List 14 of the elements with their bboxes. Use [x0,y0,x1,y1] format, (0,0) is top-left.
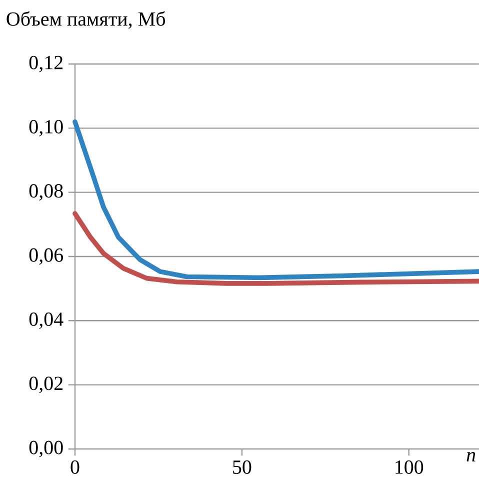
y-tick-label: 0,02 [29,376,63,394]
y-tick-label: 0,08 [29,184,63,201]
y-tick-label: 0,12 [29,56,63,72]
x-tick-label: 50 [233,460,252,474]
x-axis-title: n [466,452,476,462]
x-tick-label: 100 [396,460,424,474]
line-series [72,211,479,286]
y-tick-label: 0,04 [29,312,64,329]
y-tick-label: 0,06 [29,248,64,265]
x-tick-label: 0 [70,460,80,474]
line-series [72,119,479,280]
y-tick-label: 0,00 [29,440,63,458]
y-tick-label: 0,10 [29,120,63,136]
y-axis-title: Объем памяти, Мб [6,11,165,29]
